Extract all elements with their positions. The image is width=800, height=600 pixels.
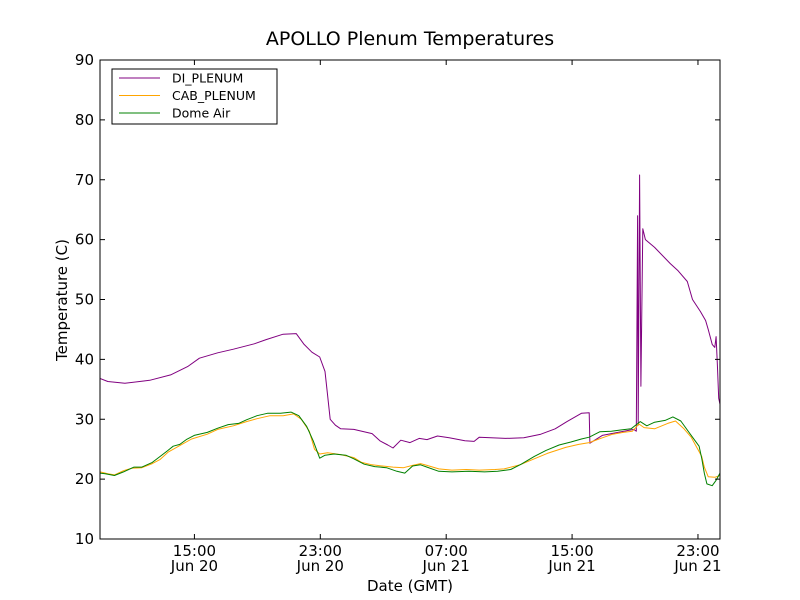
legend-label: Dome Air [172, 106, 231, 121]
series-line-dome-air [100, 411, 720, 487]
legend-label: DI_PLENUM [172, 71, 243, 86]
x-tick-label-date: Jun 21 [422, 557, 470, 575]
x-tick-label-time: 15:00 [550, 542, 593, 560]
y-tick-label: 40 [75, 350, 94, 368]
x-tick-label-time: 07:00 [425, 542, 468, 560]
chart-title: APOLLO Plenum Temperatures [266, 28, 554, 50]
y-tick-label: 70 [75, 171, 94, 189]
y-tick-label: 30 [75, 410, 94, 428]
series-line-di-plenum [100, 174, 720, 449]
x-tick-label-date: Jun 21 [547, 557, 595, 575]
x-axis-label: Date (GMT) [367, 577, 453, 595]
x-tick-label-date: Jun 20 [296, 557, 344, 575]
y-tick-label: 20 [75, 470, 94, 488]
y-axis-label: Temperature (C) [53, 239, 71, 362]
y-axis: 10 20 30 40 50 60 70 80 90 [75, 51, 720, 548]
x-tick-label-time: 15:00 [173, 542, 216, 560]
legend-label: CAB_PLENUM [172, 88, 256, 103]
x-tick-label-time: 23:00 [299, 542, 342, 560]
x-tick-label-time: 23:00 [676, 542, 719, 560]
y-tick-label: 60 [75, 231, 94, 249]
y-tick-label: 80 [75, 111, 94, 129]
x-tick-label-date: Jun 21 [673, 557, 721, 575]
x-tick-label-date: Jun 20 [170, 557, 218, 575]
series-layer [100, 174, 720, 487]
y-tick-label: 50 [75, 291, 94, 309]
y-tick-label: 10 [75, 530, 94, 548]
series-line-cab-plenum [100, 413, 720, 478]
y-tick-label: 90 [75, 51, 94, 69]
legend: DI_PLENUM CAB_PLENUM Dome Air [111, 68, 278, 125]
